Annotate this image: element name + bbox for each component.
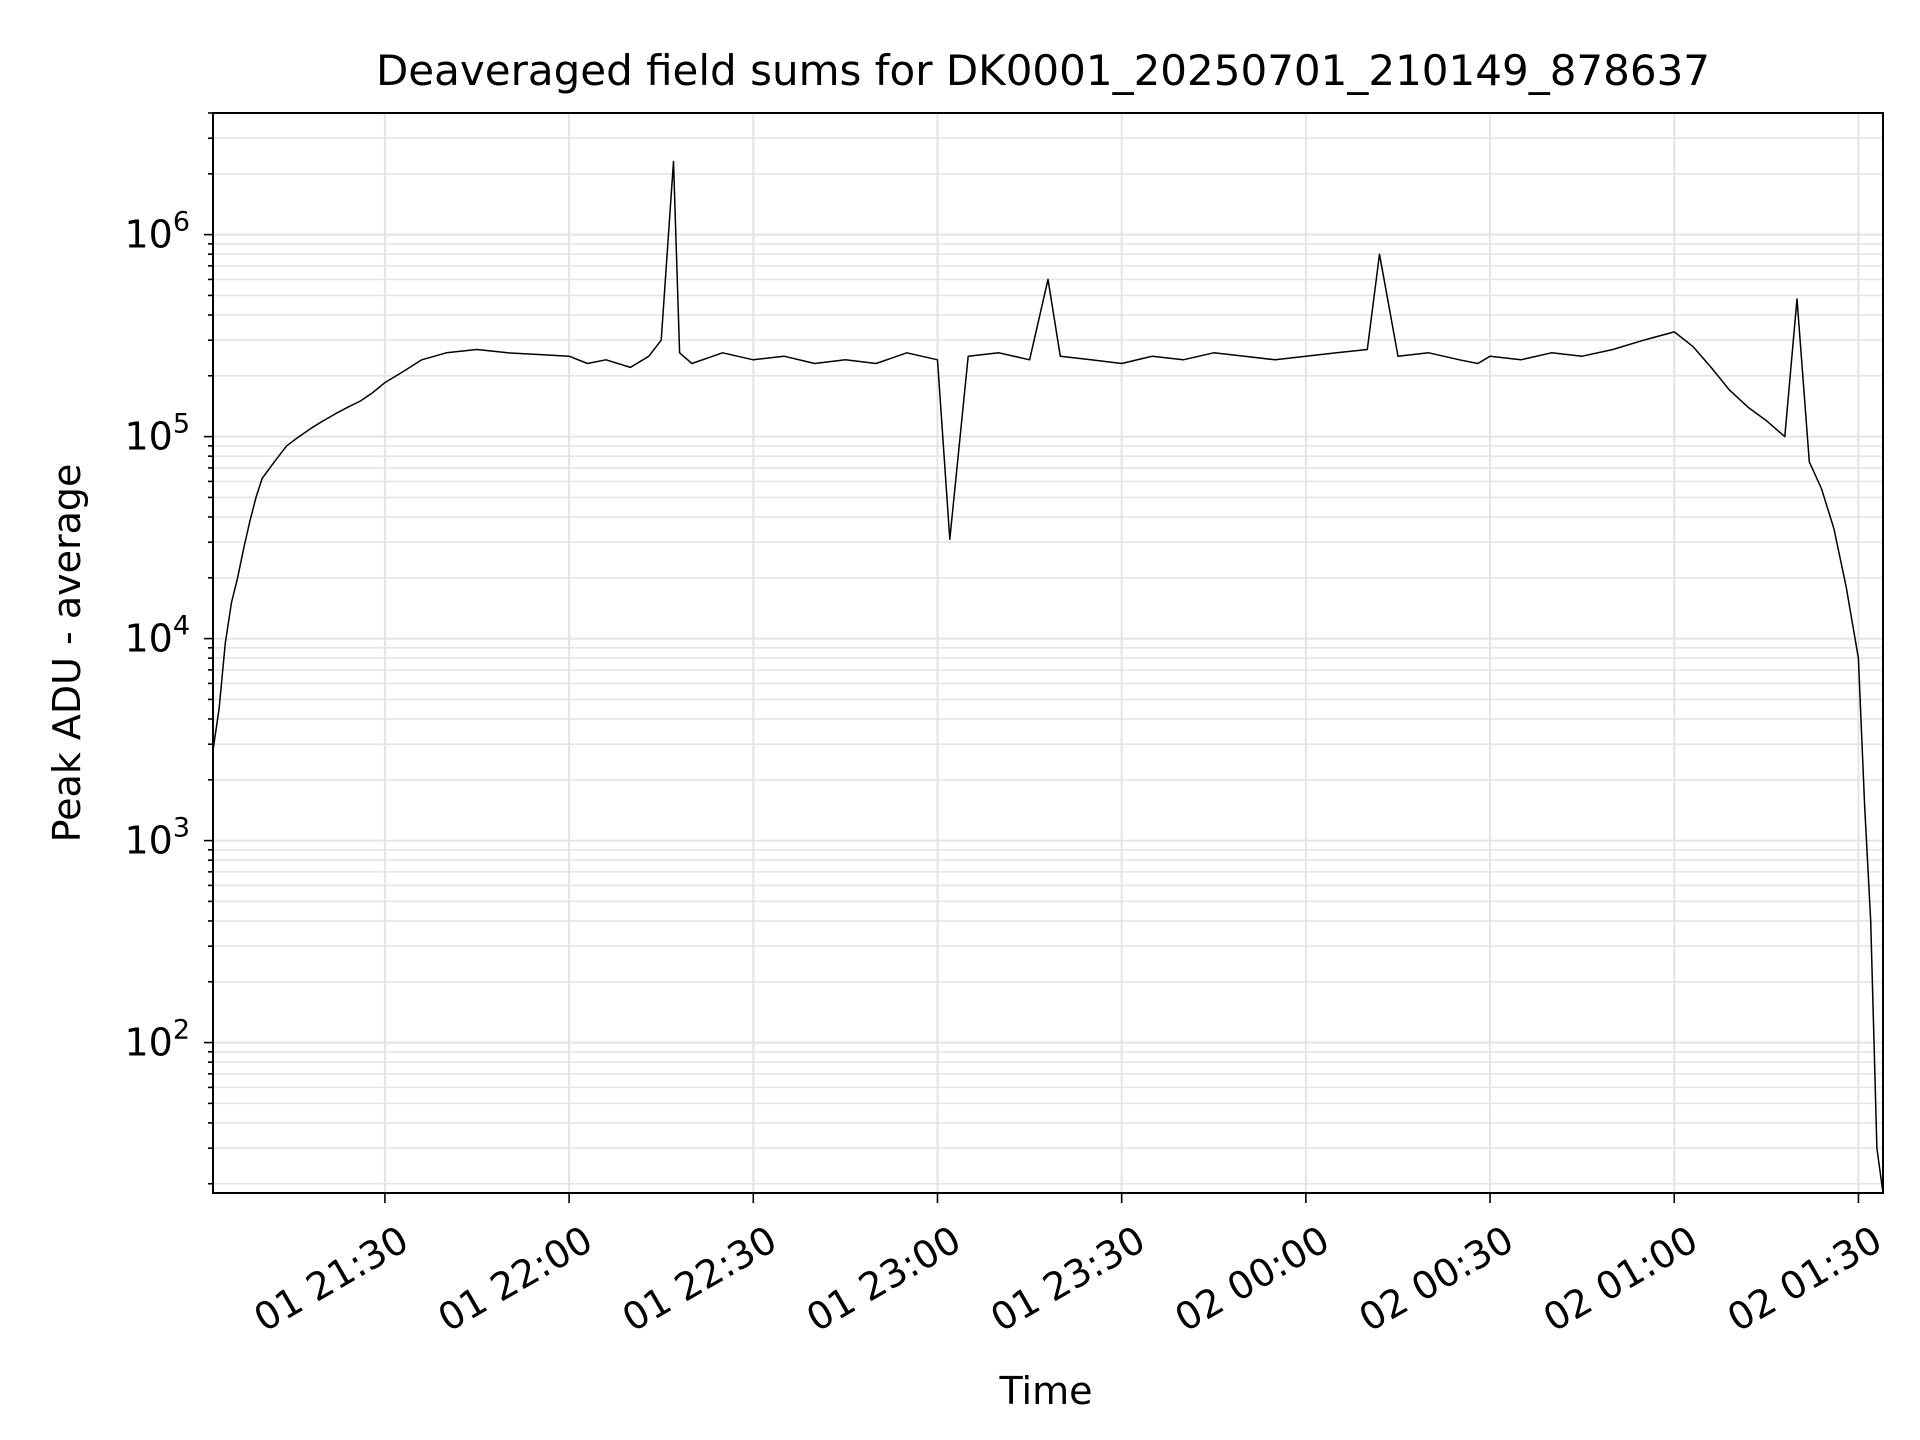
data-series-line bbox=[212, 160, 1884, 1194]
chart-title: Deaveraged field sums for DK0001_2025070… bbox=[376, 46, 1710, 95]
y-tick-label: 103 bbox=[124, 813, 190, 863]
plot-frame bbox=[212, 112, 1884, 1194]
x-axis-label: Time bbox=[999, 1369, 1093, 1413]
y-axis: 102 103 104 105 106 bbox=[124, 112, 213, 1185]
y-tick-label: 104 bbox=[124, 611, 190, 661]
y-axis-label: Peak ADU - average bbox=[45, 464, 89, 843]
series-layer bbox=[212, 160, 1884, 1194]
y-tick-label: 102 bbox=[124, 1015, 190, 1065]
y-tick-label: 105 bbox=[124, 409, 190, 459]
y-tick-label: 106 bbox=[124, 207, 190, 257]
grid bbox=[213, 112, 1883, 1193]
